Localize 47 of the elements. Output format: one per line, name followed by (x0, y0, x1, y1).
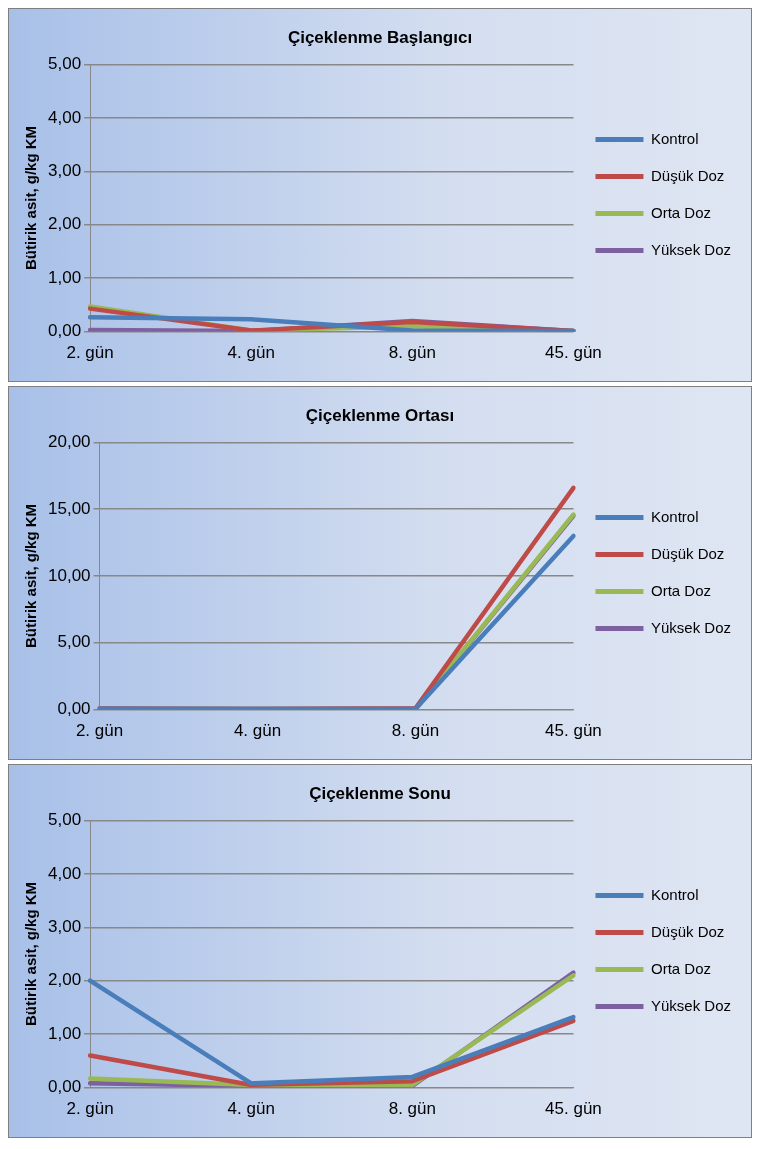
x-tick-label: 8. gün (388, 1099, 436, 1119)
legend-label: Orta Doz (650, 203, 711, 221)
legend-label: Yüksek Doz (650, 618, 732, 636)
chart-title: Çiçeklenme Başlangıcı (287, 27, 473, 47)
y-tick-label: 20,00 (47, 432, 91, 452)
y-axis-title: Bütirik asit, g/kg KM (22, 881, 40, 1027)
y-tick-label: 2,00 (47, 970, 82, 990)
chart-title: Çiçeklenme Ortası (305, 405, 455, 425)
legend-label: Orta Doz (650, 959, 711, 977)
y-tick-label: 5,00 (47, 54, 82, 74)
y-tick-label: 1,00 (47, 1023, 82, 1043)
x-tick-label: 45. gün (545, 1099, 602, 1119)
y-tick-label: 0,00 (47, 321, 82, 341)
y-tick-label: 2,00 (47, 214, 82, 234)
x-tick-label: 2. gün (75, 721, 124, 741)
y-axis-title: Bütirik asit, g/kg KM (22, 503, 40, 649)
x-tick-label: 4. gün (233, 721, 282, 741)
x-tick-label: 4. gün (227, 1099, 275, 1119)
y-tick-label: 15,00 (47, 498, 91, 518)
x-tick-label: 8. gün (388, 343, 436, 363)
y-tick-label: 10,00 (47, 565, 91, 585)
x-tick-label: 45. gün (545, 721, 602, 741)
y-tick-label: 1,00 (47, 267, 82, 287)
x-tick-label: 2. gün (66, 1099, 114, 1119)
legend-label: Orta Doz (650, 581, 711, 599)
x-tick-label: 8. gün (391, 721, 440, 741)
y-tick-label: 4,00 (47, 863, 82, 883)
legend-label: Düşük Doz (650, 544, 725, 562)
x-tick-label: 2. gün (66, 343, 114, 363)
chart-title: Çiçeklenme Sonu (309, 783, 451, 803)
y-tick-label: 4,00 (47, 107, 82, 127)
y-tick-label: 5,00 (47, 810, 82, 830)
legend-label: Düşük Doz (650, 922, 725, 940)
x-tick-label: 45. gün (545, 343, 602, 363)
y-tick-label: 3,00 (47, 160, 82, 180)
y-tick-label: 0,00 (57, 699, 91, 719)
y-tick-label: 0,00 (47, 1077, 82, 1097)
legend-label: Düşük Doz (650, 166, 725, 184)
legend-label: Kontrol (650, 507, 699, 525)
y-tick-label: 5,00 (57, 632, 91, 652)
legend-label: Yüksek Doz (650, 240, 732, 258)
legend-label: Yüksek Doz (650, 996, 732, 1014)
y-axis-title: Bütirik asit, g/kg KM (22, 125, 40, 271)
y-tick-label: 3,00 (47, 916, 82, 936)
legend-label: Kontrol (650, 885, 699, 903)
x-tick-label: 4. gün (227, 343, 275, 363)
legend-label: Kontrol (650, 129, 699, 147)
